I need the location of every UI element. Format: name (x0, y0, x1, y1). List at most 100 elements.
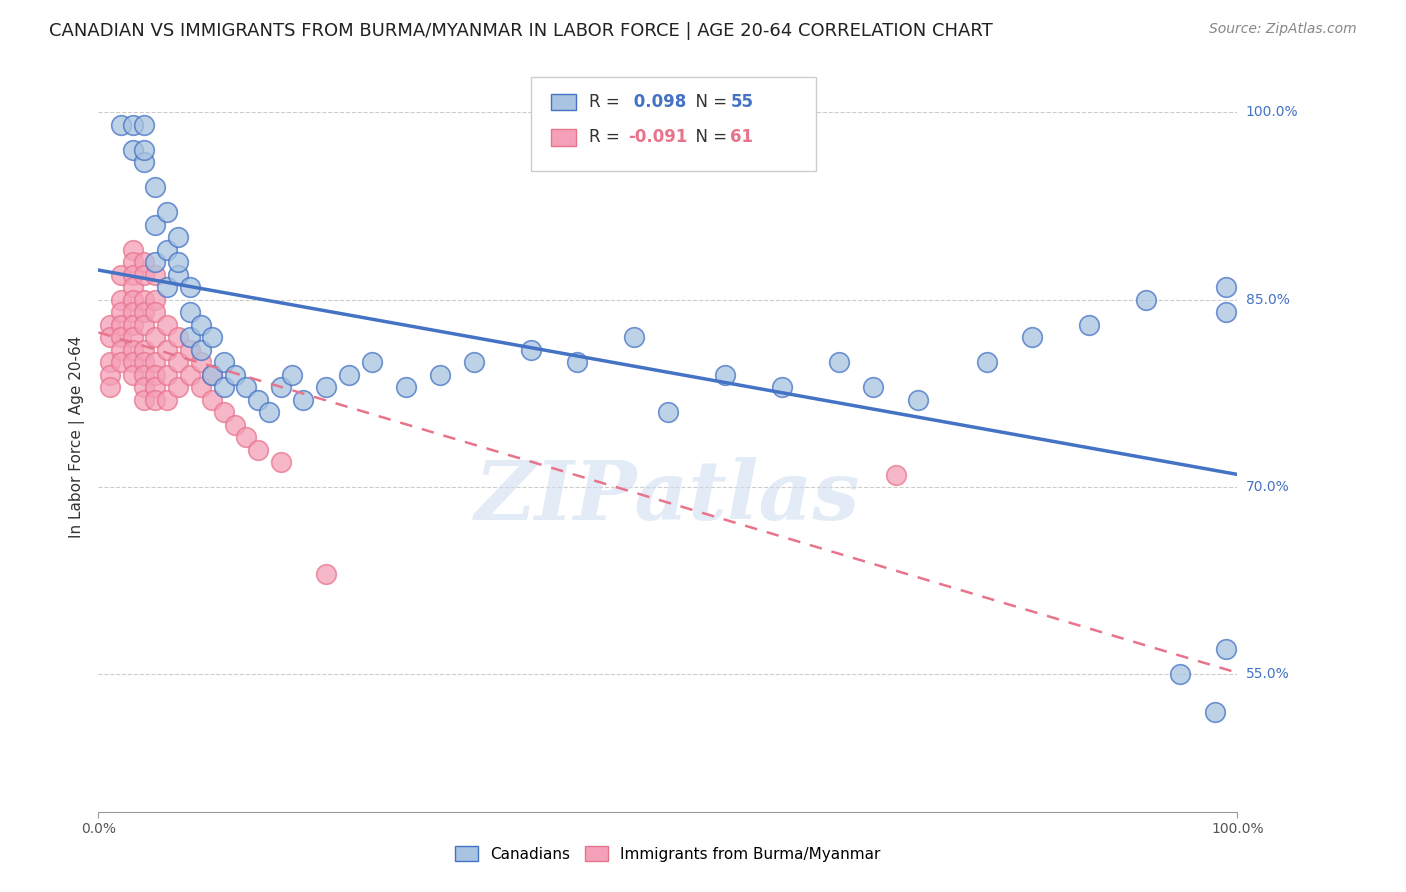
Point (281, 368, 304, 382)
Point (156, 243, 179, 257)
Point (315, 380, 337, 394)
Point (110, 118, 132, 132)
Point (1215, 642, 1237, 657)
Point (121, 255, 143, 269)
Point (121, 293, 143, 307)
Point (98, 368, 121, 382)
Text: R =: R = (589, 93, 626, 112)
Point (145, 218, 167, 232)
Point (179, 330, 201, 344)
Point (145, 392, 167, 407)
Point (212, 355, 235, 369)
Point (429, 368, 451, 382)
Point (270, 455, 292, 469)
Point (132, 380, 155, 394)
Point (132, 255, 155, 269)
Point (190, 380, 212, 394)
Point (121, 280, 143, 294)
Text: Source: ZipAtlas.com: Source: ZipAtlas.com (1209, 22, 1357, 37)
Point (110, 318, 132, 332)
Point (201, 330, 224, 344)
Point (110, 305, 132, 319)
Point (463, 355, 485, 369)
Point (246, 392, 269, 407)
Point (132, 368, 155, 382)
Point (132, 318, 155, 332)
Point (156, 343, 179, 357)
Point (235, 430, 257, 444)
Point (212, 405, 235, 419)
Point (167, 268, 190, 282)
Point (828, 355, 851, 369)
Text: R =: R = (589, 128, 626, 146)
Point (132, 355, 155, 369)
Point (179, 343, 201, 357)
Point (167, 330, 190, 344)
Point (121, 268, 143, 282)
Point (1078, 318, 1101, 332)
Point (98, 330, 121, 344)
Point (121, 318, 143, 332)
Point (121, 243, 143, 257)
Point (1170, 667, 1192, 681)
Point (976, 355, 998, 369)
Point (190, 343, 212, 357)
Point (292, 392, 315, 407)
Text: 61: 61 (731, 128, 754, 146)
Point (110, 355, 132, 369)
Point (167, 355, 190, 369)
Point (156, 205, 179, 219)
Text: -0.091: -0.091 (628, 128, 688, 146)
Point (145, 305, 167, 319)
Point (110, 330, 132, 344)
Point (235, 380, 257, 394)
Point (770, 380, 793, 394)
Point (1135, 293, 1157, 307)
Point (110, 343, 132, 357)
Point (121, 305, 143, 319)
Text: 100.0%: 100.0% (1246, 105, 1298, 120)
Text: CANADIAN VS IMMIGRANTS FROM BURMA/MYANMAR IN LABOR FORCE | AGE 20-64 CORRELATION: CANADIAN VS IMMIGRANTS FROM BURMA/MYANMA… (49, 22, 993, 40)
Text: ZIPatlas: ZIPatlas (475, 457, 860, 537)
Point (110, 293, 132, 307)
Text: 85.0%: 85.0% (1246, 293, 1289, 307)
Point (167, 255, 190, 269)
Text: 70.0%: 70.0% (1246, 480, 1289, 494)
Point (167, 230, 190, 244)
Point (565, 355, 588, 369)
Point (121, 368, 143, 382)
FancyBboxPatch shape (531, 78, 815, 171)
Point (145, 268, 167, 282)
Point (212, 380, 235, 394)
Point (156, 368, 179, 382)
Point (179, 280, 201, 294)
Point (201, 368, 224, 382)
Point (132, 305, 155, 319)
Point (224, 368, 246, 382)
Point (132, 392, 155, 407)
Point (884, 467, 907, 482)
Point (224, 417, 246, 432)
Text: 55.0%: 55.0% (1246, 667, 1289, 681)
Point (145, 330, 167, 344)
Point (98, 318, 121, 332)
Point (132, 343, 155, 357)
Point (395, 380, 418, 394)
Point (190, 355, 212, 369)
Point (132, 155, 155, 169)
Point (246, 442, 269, 457)
Y-axis label: In Labor Force | Age 20-64: In Labor Force | Age 20-64 (69, 336, 84, 538)
Point (201, 368, 224, 382)
Point (1021, 330, 1043, 344)
Text: 55: 55 (731, 93, 754, 112)
Point (145, 355, 167, 369)
Point (98, 380, 121, 394)
Point (145, 380, 167, 394)
Point (520, 343, 543, 357)
Point (145, 255, 167, 269)
Point (623, 330, 645, 344)
Point (337, 368, 360, 382)
Point (270, 380, 292, 394)
Point (167, 380, 190, 394)
Point (360, 355, 382, 369)
